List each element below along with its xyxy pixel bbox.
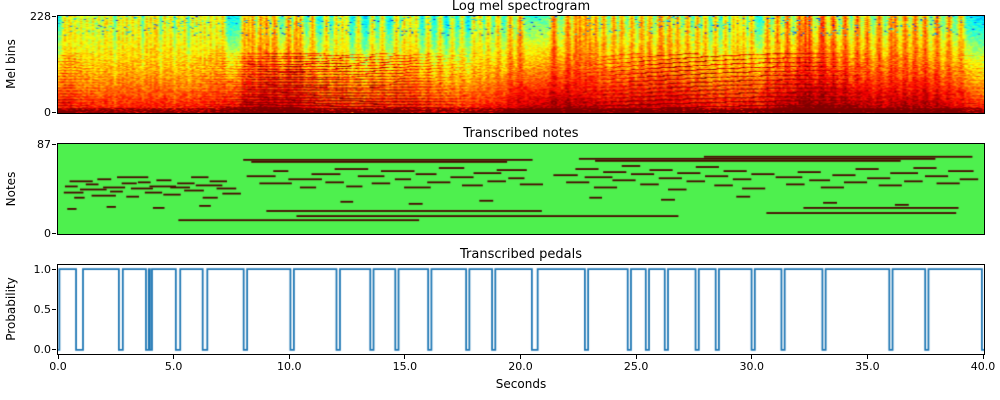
spectrogram-canvas (58, 16, 984, 113)
x-tick-mark (173, 355, 175, 359)
y-tick-mark (52, 111, 56, 113)
x-tick-label: 30.0 (739, 360, 765, 373)
y-tick-label: 0.0 (33, 343, 52, 356)
spectrogram-title: Log mel spectrogram (451, 0, 591, 14)
x-tick-label: 10.0 (277, 360, 302, 373)
y-tick-mark (52, 308, 56, 310)
x-tick-mark (982, 355, 984, 359)
y-tick-label: 0.5 (33, 303, 52, 316)
x-tick-mark (288, 355, 290, 359)
x-tick-mark (635, 355, 637, 359)
x-tick-mark (520, 355, 521, 359)
pedals-canvas (58, 265, 984, 354)
pedals-title: Transcribed pedals (460, 247, 582, 262)
notes-y-axis-label: Notes (4, 171, 18, 207)
x-tick-mark (404, 355, 406, 359)
y-tick-label: 87 (37, 138, 51, 151)
pedals-plot-area (57, 264, 985, 355)
y-tick-label: 228 (30, 10, 51, 23)
x-tick-label: 35.0 (855, 360, 880, 373)
x-axis-label: Seconds (495, 377, 547, 391)
x-tick-label: 0.0 (49, 360, 67, 373)
notes-plot-area (57, 143, 985, 235)
x-tick-label: 20.0 (508, 360, 533, 373)
spectrogram-y-axis-label: Mel bins (4, 39, 18, 89)
y-tick-label: 0 (44, 227, 51, 240)
x-tick-mark (751, 355, 753, 359)
y-tick-mark (52, 143, 56, 145)
y-tick-mark (52, 268, 56, 270)
x-tick-label: 25.0 (623, 360, 649, 373)
x-tick-label: 40.0 (970, 360, 996, 373)
y-tick-mark (52, 348, 56, 350)
x-tick-label: 5.0 (164, 360, 183, 373)
y-tick-label: 0 (44, 106, 51, 119)
y-tick-mark (52, 232, 56, 234)
spectrogram-plot-area (57, 15, 985, 114)
y-tick-label: 1.0 (33, 263, 52, 276)
notes-canvas (58, 144, 984, 234)
x-tick-mark (866, 355, 868, 359)
x-tick-mark (57, 355, 59, 359)
notes-title: Transcribed notes (463, 126, 579, 141)
x-tick-label: 15.0 (392, 360, 418, 373)
y-tick-mark (52, 15, 56, 17)
